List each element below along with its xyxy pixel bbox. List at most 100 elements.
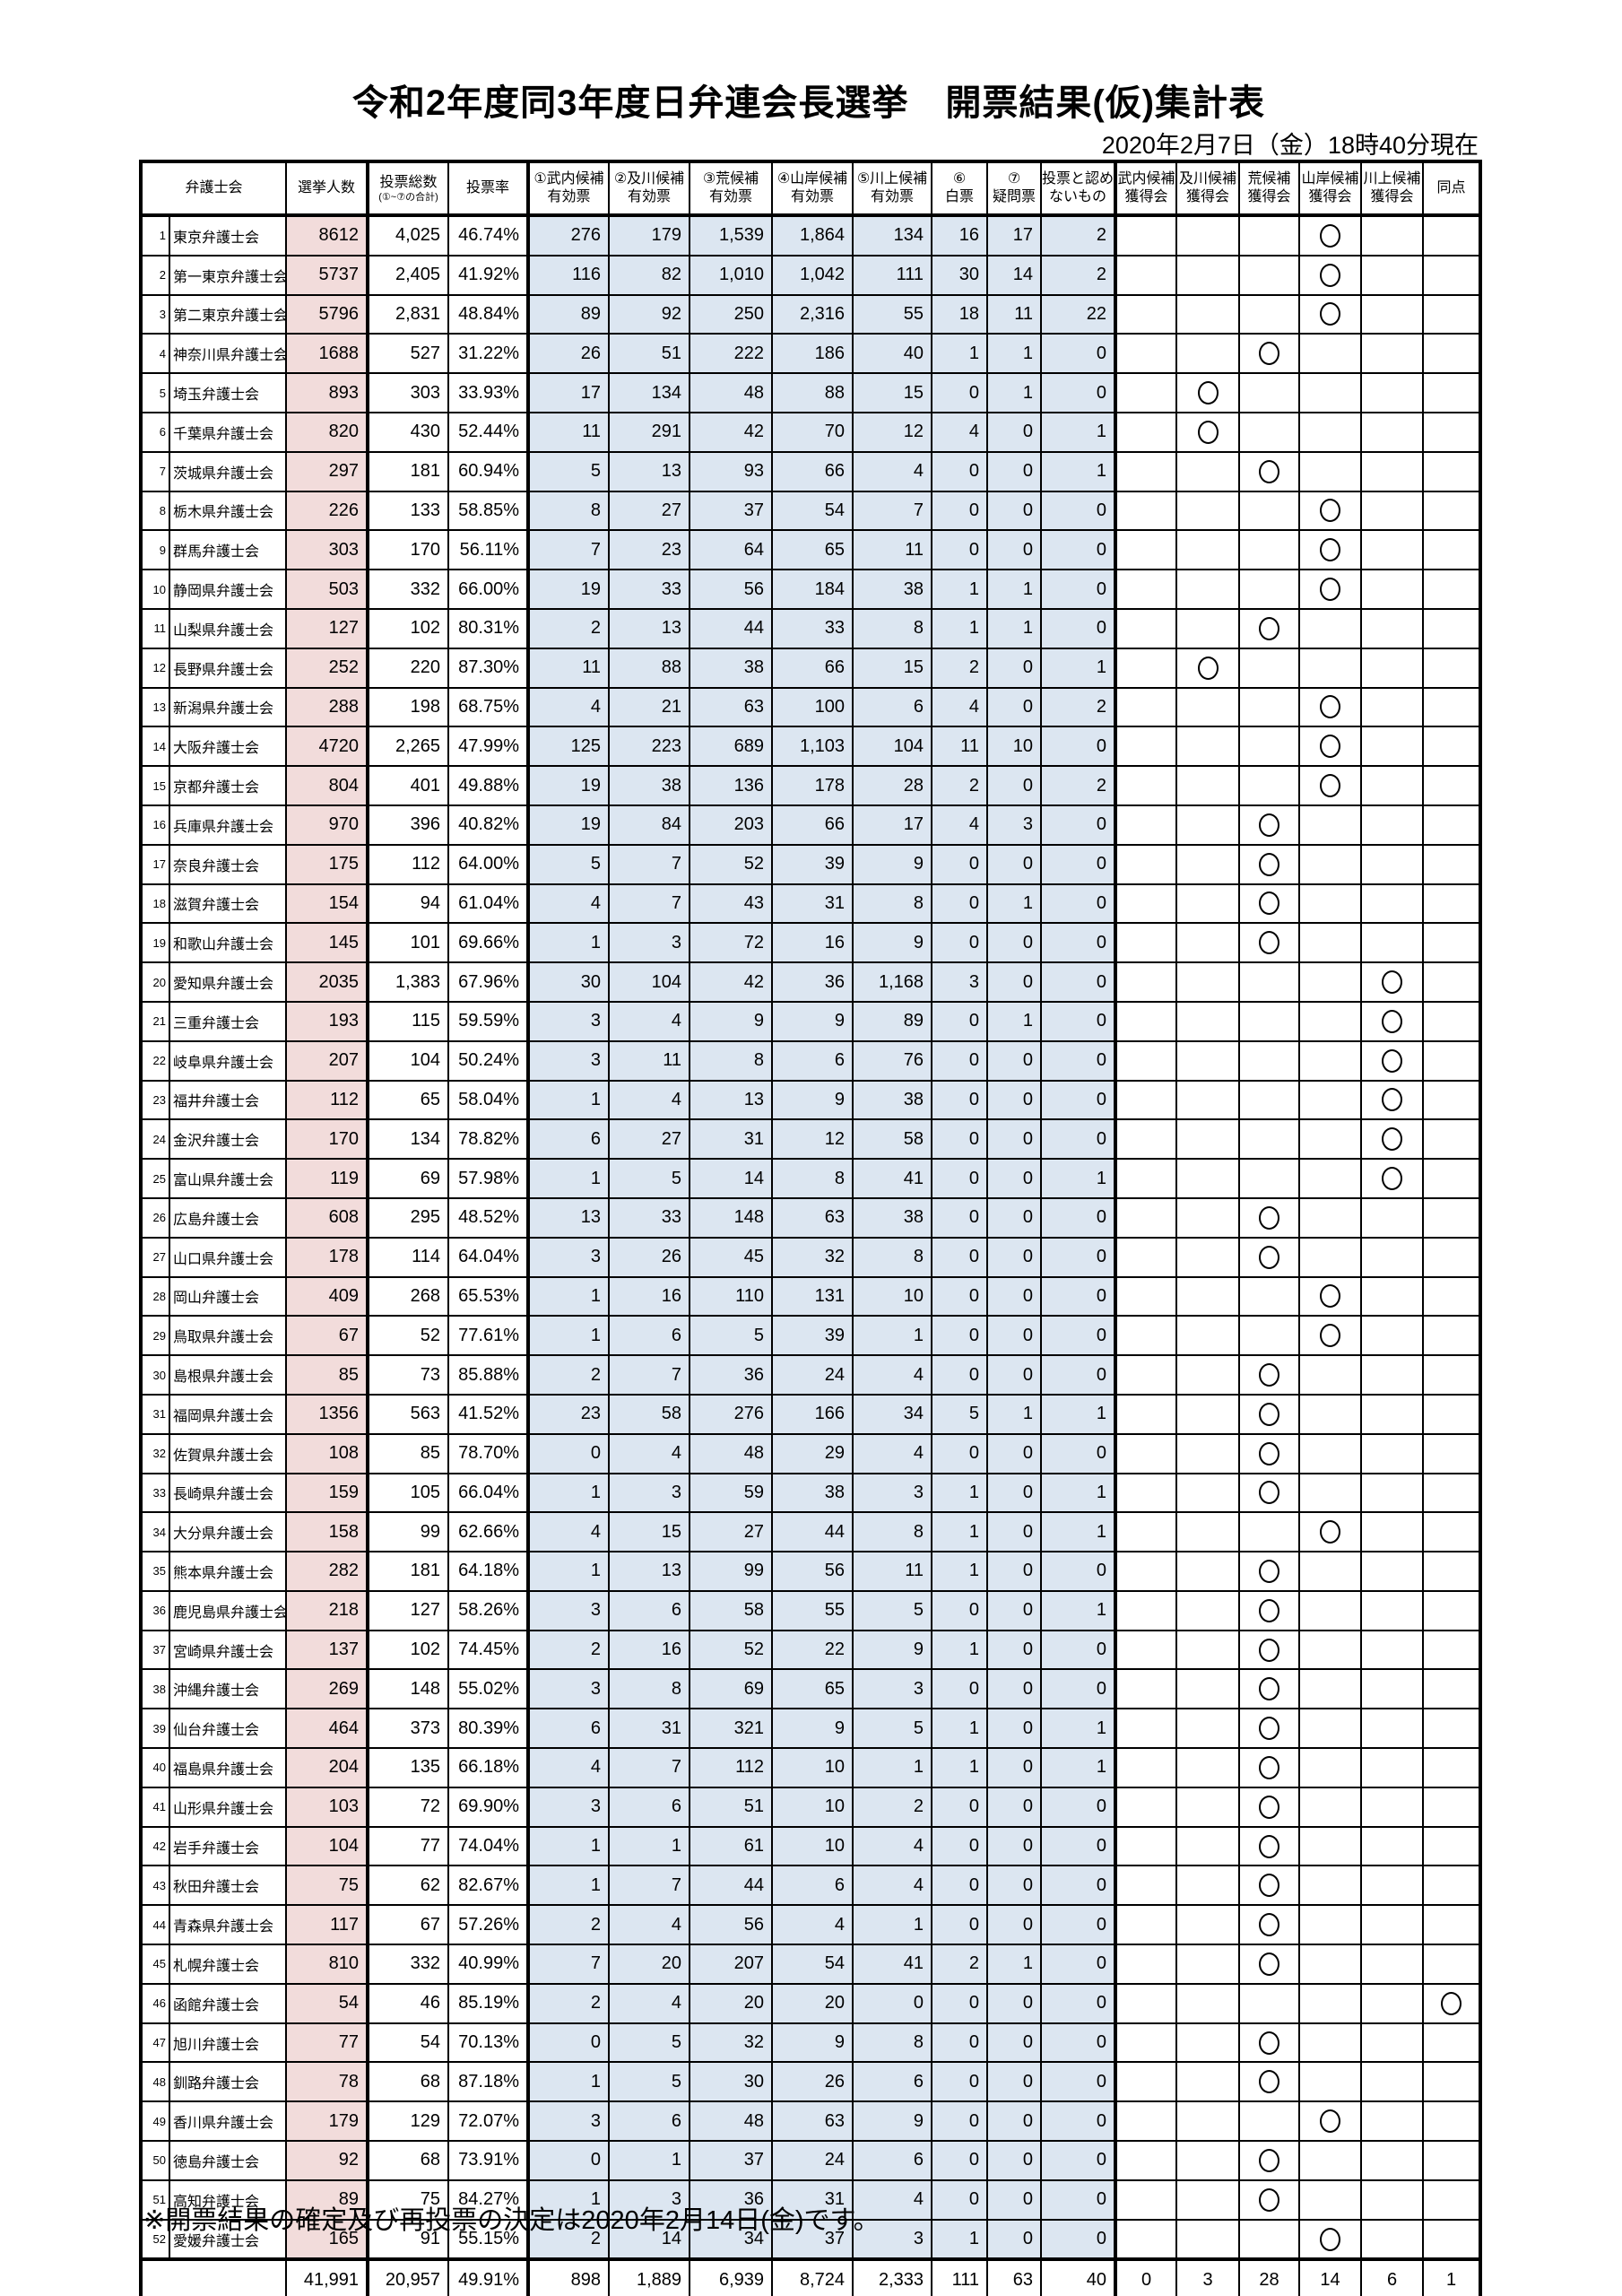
- yamagishi-win-cell: [1298, 883, 1363, 925]
- oikawa-win-cell: [1175, 883, 1241, 925]
- bar-association-name-cell: 山口県弁護士会: [168, 1236, 288, 1278]
- yamagishi-win-cell: [1298, 2179, 1363, 2221]
- oikawa-win-cell: [1175, 1275, 1241, 1318]
- oikawa-votes-cell: 134: [608, 372, 691, 413]
- takeuchi-win-cell: [1115, 647, 1178, 689]
- oikawa-win-cell: [1175, 2100, 1241, 2143]
- bar-association-name-cell: 札幌弁護士会: [168, 1944, 288, 1985]
- kawakami-win-cell: [1360, 1079, 1425, 1121]
- total-votes-cell: 373: [367, 1708, 450, 1750]
- turnout-cell: 87.30%: [447, 647, 530, 689]
- electors-cell: 804: [285, 765, 370, 806]
- kawakami-votes-cell: 4: [852, 1865, 933, 1907]
- oikawa-votes-cell: 3: [608, 1472, 691, 1514]
- takeuchi-votes-cell: 4: [526, 686, 611, 728]
- kawakami-win-cell: [1360, 569, 1425, 610]
- kawakami-votes-cell: 8: [852, 1511, 933, 1553]
- takeuchi-votes-cell: 6: [526, 1118, 611, 1161]
- invalid-votes-cell: 2: [1040, 686, 1118, 728]
- yamagishi-votes-cell: 66: [771, 804, 854, 846]
- total-votes-cell: 563: [367, 1393, 450, 1435]
- kawakami-votes-cell: 8: [852, 883, 933, 925]
- total-votes-cell: 99: [367, 1511, 450, 1553]
- oikawa-votes-cell: 6: [608, 1315, 691, 1357]
- yamagishi-win-cell: [1298, 1275, 1363, 1318]
- questioned-votes-cell: 1: [986, 883, 1043, 925]
- ara-win-cell: [1238, 1629, 1301, 1671]
- total-votes-cell: 170: [367, 529, 450, 571]
- oikawa-win-cell: [1175, 843, 1241, 885]
- oikawa-votes-cell: 7: [608, 883, 691, 925]
- winner-circle-icon: [1259, 1481, 1280, 1505]
- questioned-votes-cell: 1: [986, 1393, 1043, 1435]
- electors-cell: 92: [285, 2140, 370, 2181]
- table-row: 35 熊本県弁護士会 282 181 64.18% 1 13 99 56 11 1 0 0: [140, 1551, 1482, 1592]
- takeuchi-votes-cell: 125: [526, 726, 611, 768]
- takeuchi-win-cell: [1115, 1158, 1178, 1199]
- total-votes-cell: 105: [367, 1472, 450, 1514]
- winner-circle-icon: [1259, 1245, 1280, 1269]
- yamagishi-win-cell: [1298, 1589, 1363, 1631]
- electors-cell: 159: [285, 1472, 370, 1514]
- takeuchi-votes-cell: 1: [526, 922, 611, 964]
- oikawa-votes-cell: 82: [608, 254, 691, 296]
- oikawa-win-cell: [1175, 2061, 1241, 2103]
- oikawa-win-cell: [1175, 1747, 1241, 1788]
- questioned-votes-cell: 1: [986, 333, 1043, 375]
- electors-cell: 77: [285, 2022, 370, 2064]
- takeuchi-votes-cell: 2: [526, 607, 611, 649]
- ara-win-cell: [1238, 2218, 1301, 2261]
- oikawa-votes-cell: 33: [608, 1196, 691, 1239]
- ara-win-cell: [1238, 804, 1301, 846]
- winner-circle-icon: [1259, 891, 1280, 916]
- row-number-cell: 25: [140, 1158, 170, 1199]
- row-number-cell: 4: [140, 333, 170, 375]
- ara-win-cell: [1238, 647, 1301, 689]
- takeuchi-win-cell: [1115, 1786, 1178, 1828]
- yamagishi-votes-cell: 63: [771, 2100, 854, 2143]
- tie-win-cell: [1422, 1432, 1482, 1474]
- bar-association-name-cell: 新潟県弁護士会: [168, 686, 288, 728]
- takeuchi-win-cell: [1115, 254, 1178, 296]
- table-row: 15 京都弁護士会 804 401 49.88% 19 38 136 178 28 2 0 2: [140, 765, 1482, 806]
- kawakami-win-cell: [1360, 2061, 1425, 2103]
- kawakami-win-cell: [1360, 1786, 1425, 1828]
- oikawa-votes-cell: 84: [608, 804, 691, 846]
- electors-cell: 204: [285, 1747, 370, 1788]
- yamagishi-votes-cell: 12: [771, 1118, 854, 1161]
- kawakami-votes-cell: 40: [852, 333, 933, 375]
- ara-win-cell: [1238, 1589, 1301, 1631]
- oikawa-votes-cell: 21: [608, 686, 691, 728]
- invalid-votes-cell: 0: [1040, 2218, 1118, 2261]
- takeuchi-win-cell: [1115, 1236, 1178, 1278]
- row-number-cell: 23: [140, 1079, 170, 1121]
- kawakami-win-cell: [1360, 607, 1425, 649]
- bar-association-name-cell: 神奈川県弁護士会: [168, 333, 288, 375]
- table-row: 50 徳島弁護士会 92 68 73.91% 0 1 37 24 6 0 0 0: [140, 2140, 1482, 2181]
- blank-votes-cell: 1: [931, 569, 989, 610]
- ara-win-cell: [1238, 569, 1301, 610]
- tie-win-cell: [1422, 726, 1482, 768]
- blank-votes-cell: 1: [931, 1551, 989, 1592]
- winner-circle-icon: [1259, 342, 1280, 366]
- takeuchi-win-cell: [1115, 922, 1178, 964]
- tie-win-cell: [1422, 1511, 1482, 1553]
- yamagishi-votes-cell: 65: [771, 529, 854, 571]
- invalid-votes-cell: 0: [1040, 1668, 1118, 1710]
- turnout-cell: 74.04%: [447, 1825, 530, 1867]
- tie-win-cell: [1422, 2022, 1482, 2064]
- electors-cell: 54: [285, 1982, 370, 2024]
- invalid-votes-cell: 1: [1040, 450, 1118, 492]
- winner-circle-icon: [1382, 1088, 1403, 1112]
- bar-association-name-cell: 鹿児島県弁護士会: [168, 1589, 288, 1631]
- questioned-votes-cell: 0: [986, 1236, 1043, 1278]
- takeuchi-votes-cell: 19: [526, 765, 611, 806]
- yamagishi-win-cell: [1298, 254, 1363, 296]
- row-number-cell: 38: [140, 1668, 170, 1710]
- table-row: 42 岩手弁護士会 104 77 74.04% 1 1 61 10 4 0 0 0: [140, 1825, 1482, 1867]
- invalid-votes-cell: 0: [1040, 1079, 1118, 1121]
- ara-votes-cell: 14: [689, 1158, 774, 1199]
- row-number-cell: 9: [140, 529, 170, 571]
- row-number-cell: 37: [140, 1629, 170, 1671]
- yamagishi-votes-cell: 1,864: [771, 214, 854, 257]
